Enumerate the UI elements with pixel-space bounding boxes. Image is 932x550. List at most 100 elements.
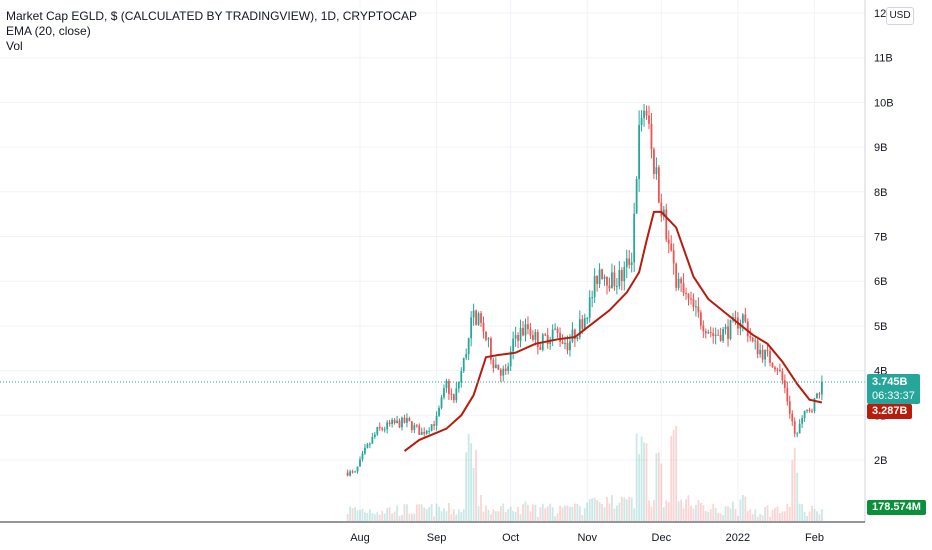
candle	[438, 405, 440, 418]
volume-bar	[433, 516, 435, 521]
candle	[808, 407, 811, 413]
candle	[556, 326, 559, 338]
candle	[467, 337, 470, 361]
candle	[373, 432, 376, 439]
candle	[699, 310, 702, 330]
legend-volume[interactable]: Vol	[6, 39, 23, 53]
volume-bar	[598, 502, 601, 521]
volume-bar	[559, 505, 561, 521]
candle	[687, 293, 690, 306]
candle	[596, 275, 599, 292]
candle	[576, 336, 579, 342]
candle	[606, 276, 608, 295]
candle	[734, 310, 737, 325]
candle	[769, 345, 771, 367]
candle	[524, 318, 527, 342]
candle	[820, 375, 823, 400]
volume-bar	[499, 506, 502, 521]
volume-bar	[371, 513, 374, 521]
volume-bar	[517, 507, 519, 521]
volume-bar	[618, 502, 621, 521]
candle	[764, 349, 766, 367]
candle	[611, 263, 613, 289]
candle	[796, 432, 799, 438]
candle	[779, 363, 781, 373]
volume-bar	[695, 504, 697, 521]
volume-bar	[625, 499, 628, 521]
candle	[578, 310, 581, 340]
volume-bar	[494, 511, 497, 521]
candle	[650, 112, 653, 159]
volume-bar	[640, 436, 643, 521]
volume-value: 178.574M	[872, 501, 921, 513]
volume-bar	[707, 511, 710, 521]
volume-bar	[366, 512, 369, 521]
volume-bar	[806, 515, 808, 521]
candle	[586, 317, 589, 324]
candle	[704, 328, 707, 339]
candle	[423, 427, 426, 437]
legend-ema[interactable]: EMA (20, close)	[6, 24, 91, 38]
candlesticks	[346, 103, 823, 477]
candle	[675, 262, 678, 292]
candle	[497, 364, 500, 370]
volume-bar	[756, 516, 759, 521]
candle	[455, 382, 458, 404]
volume-bar	[601, 504, 603, 521]
candle	[625, 249, 628, 279]
volume-bar	[536, 516, 539, 521]
volume-bar	[556, 513, 559, 521]
candle	[665, 203, 668, 243]
volume-bar	[554, 516, 557, 521]
candle	[359, 456, 361, 467]
volume-bar	[455, 514, 458, 521]
volume-bar	[490, 514, 492, 521]
volume-bar	[798, 503, 801, 521]
candle	[717, 329, 720, 336]
volume-bar	[438, 506, 440, 521]
volume-bar	[393, 511, 396, 521]
volume-bar	[657, 452, 660, 521]
volume-bars	[346, 426, 823, 521]
volume-bar	[596, 499, 599, 521]
volume-bar	[388, 507, 391, 521]
volume-bar	[741, 495, 744, 521]
candle	[457, 381, 460, 393]
candle	[623, 261, 626, 291]
candle	[714, 327, 717, 345]
candle	[551, 324, 554, 347]
time-axis[interactable]: Aug Sep Oct Nov Dec 2022 Feb	[350, 532, 824, 544]
candle	[388, 419, 391, 427]
candle	[803, 410, 806, 423]
candle	[744, 307, 747, 323]
candle	[383, 426, 386, 433]
volume-bar	[588, 499, 591, 521]
volume-bar	[737, 515, 739, 521]
volume-bar	[635, 433, 638, 521]
candle	[722, 327, 724, 344]
legend-title[interactable]: Market Cap EGLD, $ (CALCULATED BY TRADIN…	[6, 9, 417, 23]
candle	[420, 427, 423, 436]
candle	[371, 433, 374, 444]
candle	[598, 263, 601, 289]
candle	[366, 442, 369, 449]
volume-bar	[749, 509, 752, 521]
volume-bar	[502, 503, 505, 521]
volume-bar	[544, 508, 547, 521]
candle	[583, 313, 586, 331]
volume-bar	[803, 511, 806, 521]
currency-button[interactable]: USD	[886, 7, 914, 25]
price-tick-label: 5B	[874, 321, 887, 333]
volume-bar	[771, 509, 774, 521]
candle	[346, 469, 349, 477]
candle	[391, 417, 394, 428]
candle	[591, 290, 594, 308]
ema-line	[403, 210, 823, 452]
candle	[709, 326, 712, 338]
candle	[645, 105, 648, 120]
candle	[667, 230, 670, 254]
candle	[450, 388, 453, 401]
candle	[608, 277, 611, 292]
candle	[517, 332, 519, 349]
